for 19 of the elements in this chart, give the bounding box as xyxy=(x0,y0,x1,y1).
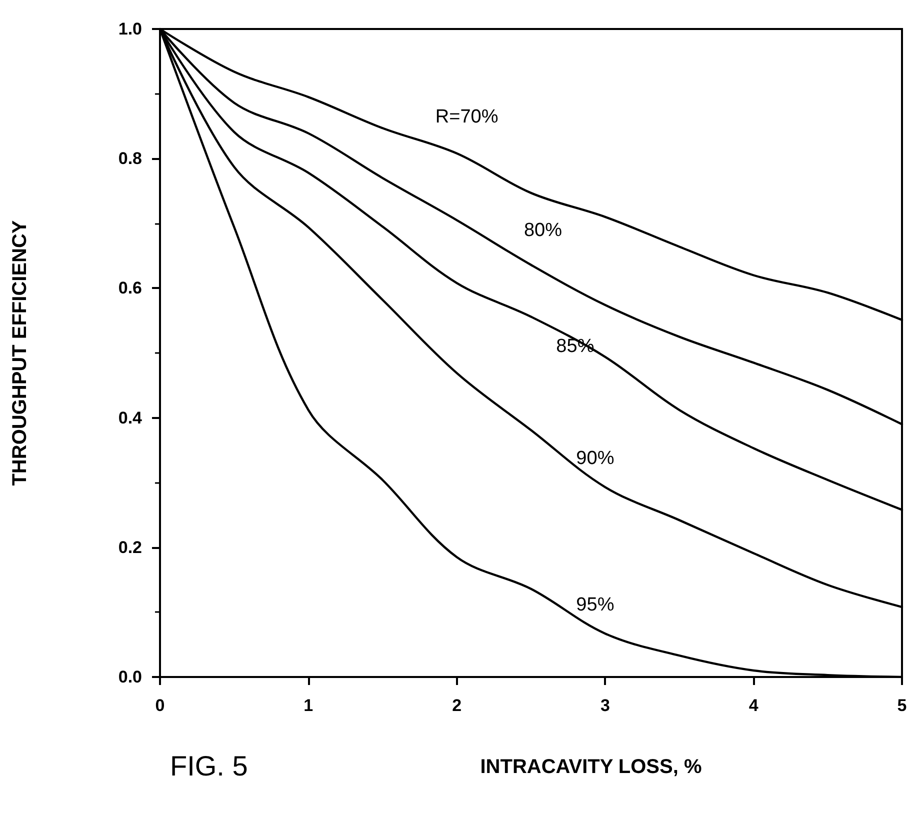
x-tick-label: 5 xyxy=(897,696,907,715)
series-label: 80% xyxy=(524,220,562,241)
y-tick-label: 0.2 xyxy=(118,538,142,557)
y-tick-label: 0.6 xyxy=(118,278,142,298)
x-tick-label: 0 xyxy=(155,696,165,715)
caption: FIG. 5 xyxy=(170,750,248,782)
text: 1.0 xyxy=(118,20,142,38)
x-tick-label: 4 xyxy=(748,696,759,715)
y-tick-label: 0.8 xyxy=(118,149,142,168)
text: 0.0 xyxy=(118,668,142,686)
series-label: 95% xyxy=(576,594,614,616)
x-tick-label: 1 xyxy=(304,696,314,715)
x-axis-title: INTRACAVITY LOSS, % xyxy=(480,756,702,778)
y-axis-title: THROUGHPUT EFFICIENCY xyxy=(9,220,31,486)
y-tick-label: 0.4 xyxy=(118,408,143,428)
series-label: 90% xyxy=(576,448,614,470)
x-tick-label: 2 xyxy=(452,696,462,715)
series-label: R=70% xyxy=(435,106,498,128)
x-tick-label: 3 xyxy=(600,696,610,715)
